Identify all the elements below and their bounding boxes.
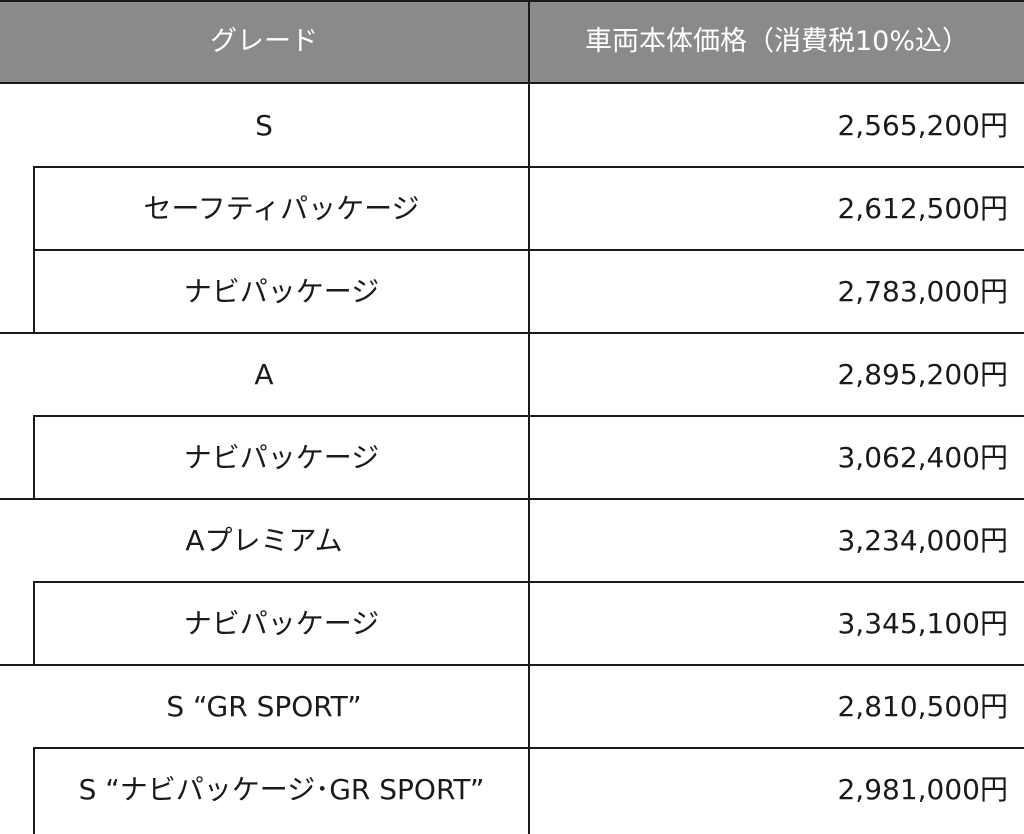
sub-row-indent-line bbox=[33, 747, 35, 834]
grade-cell: ナビパッケージ bbox=[183, 441, 380, 474]
table-row: セーフティパッケージ 2,612,500円 bbox=[0, 167, 1024, 250]
grade-cell: S “ナビパッケージ･GR SPORT” bbox=[78, 773, 485, 806]
header-price: 車両本体価格（消費税10%込） bbox=[584, 26, 969, 57]
price-cell: 2,810,500円 bbox=[837, 690, 1008, 723]
table-row: A 2,895,200円 bbox=[0, 333, 1024, 416]
table-row: ナビパッケージ 3,345,100円 bbox=[0, 582, 1024, 665]
price-cell: 2,895,200円 bbox=[837, 358, 1008, 391]
price-cell: 3,062,400円 bbox=[837, 441, 1008, 474]
price-cell: 2,565,200円 bbox=[837, 109, 1008, 142]
row-divider bbox=[0, 498, 1024, 500]
grade-cell: ナビパッケージ bbox=[183, 275, 380, 308]
table-row: S “ナビパッケージ･GR SPORT” 2,981,000円 bbox=[0, 748, 1024, 831]
column-divider bbox=[528, 0, 530, 834]
table-header: グレード 車両本体価格（消費税10%込） bbox=[0, 0, 1024, 84]
price-cell: 2,612,500円 bbox=[837, 192, 1008, 225]
header-grade: グレード bbox=[210, 26, 318, 57]
table-row: ナビパッケージ 3,062,400円 bbox=[0, 416, 1024, 499]
row-divider bbox=[0, 664, 1024, 666]
price-cell: 3,345,100円 bbox=[837, 607, 1008, 640]
grade-cell: ナビパッケージ bbox=[183, 607, 380, 640]
grade-cell: S bbox=[255, 109, 273, 142]
sub-row-indent-line bbox=[33, 581, 35, 666]
grade-cell: Aプレミアム bbox=[185, 524, 343, 557]
price-cell: 3,234,000円 bbox=[837, 524, 1008, 557]
grade-cell: セーフティパッケージ bbox=[143, 192, 420, 225]
sub-row-indent-line bbox=[33, 166, 35, 334]
table-row: ナビパッケージ 2,783,000円 bbox=[0, 250, 1024, 333]
price-cell: 2,981,000円 bbox=[837, 773, 1008, 806]
table-row: S “GR SPORT” 2,810,500円 bbox=[0, 665, 1024, 748]
table-row: Aプレミアム 3,234,000円 bbox=[0, 499, 1024, 582]
row-divider bbox=[0, 332, 1024, 334]
grade-cell: S “GR SPORT” bbox=[166, 690, 362, 723]
grade-cell: A bbox=[254, 358, 274, 391]
table-row: S 2,565,200円 bbox=[0, 84, 1024, 167]
sub-row-indent-line bbox=[33, 415, 35, 500]
price-cell: 2,783,000円 bbox=[837, 275, 1008, 308]
